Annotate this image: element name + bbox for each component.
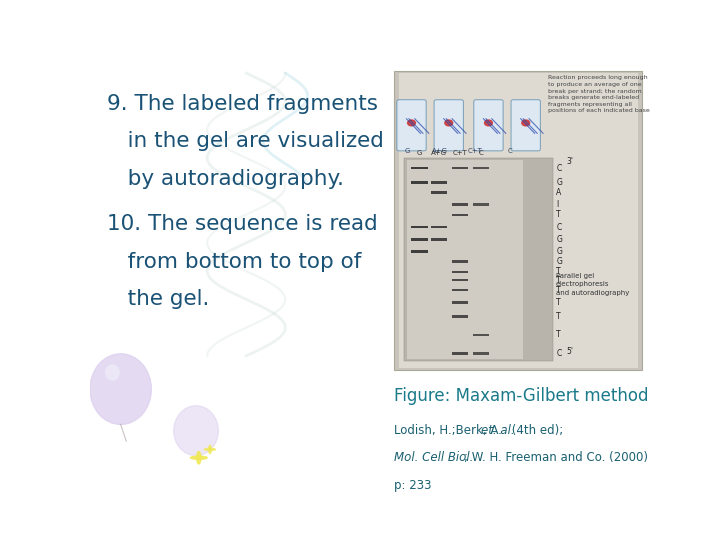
FancyBboxPatch shape	[511, 100, 541, 151]
FancyBboxPatch shape	[412, 181, 428, 184]
Text: 9. The labeled fragments: 9. The labeled fragments	[107, 94, 378, 114]
Ellipse shape	[90, 354, 151, 424]
Ellipse shape	[106, 365, 119, 380]
Text: C: C	[478, 150, 483, 156]
Text: Mol. Cell Biol.: Mol. Cell Biol.	[394, 451, 474, 464]
FancyBboxPatch shape	[412, 167, 428, 169]
Text: Lodish, H.;Berk, A.: Lodish, H.;Berk, A.	[394, 424, 505, 437]
Text: G: G	[405, 147, 410, 153]
Text: T: T	[557, 275, 561, 285]
Text: (4th ed);: (4th ed);	[508, 424, 564, 437]
Text: A+G: A+G	[432, 147, 448, 153]
Text: I: I	[557, 200, 559, 209]
FancyBboxPatch shape	[397, 100, 426, 151]
Text: C: C	[507, 147, 512, 153]
FancyBboxPatch shape	[451, 204, 468, 206]
Text: T: T	[557, 286, 561, 295]
Text: ; W. H. Freeman and Co. (2000): ; W. H. Freeman and Co. (2000)	[464, 451, 648, 464]
FancyBboxPatch shape	[412, 250, 428, 253]
Text: T: T	[557, 330, 561, 340]
Text: the gel.: the gel.	[107, 289, 209, 309]
Text: Parallel gel
electrophoresis
and autoradiography: Parallel gel electrophoresis and autorad…	[556, 273, 629, 295]
Text: p: 233: p: 233	[394, 478, 431, 491]
FancyBboxPatch shape	[431, 238, 447, 240]
Circle shape	[445, 120, 453, 126]
Text: A+G: A+G	[431, 150, 447, 156]
FancyBboxPatch shape	[431, 181, 447, 184]
Text: 5': 5'	[567, 347, 573, 355]
Text: T: T	[557, 312, 561, 321]
Text: T: T	[557, 298, 561, 307]
Text: G: G	[557, 247, 562, 256]
FancyBboxPatch shape	[451, 315, 468, 318]
Text: G: G	[557, 178, 562, 187]
FancyBboxPatch shape	[474, 100, 503, 151]
Text: C: C	[557, 222, 562, 232]
Ellipse shape	[204, 448, 215, 450]
FancyBboxPatch shape	[472, 334, 489, 336]
Circle shape	[522, 120, 530, 126]
Text: in the gel are visualized: in the gel are visualized	[107, 131, 384, 151]
FancyBboxPatch shape	[451, 289, 468, 292]
FancyBboxPatch shape	[451, 260, 468, 263]
Text: G: G	[417, 150, 423, 156]
FancyBboxPatch shape	[394, 71, 642, 370]
Circle shape	[408, 120, 415, 126]
FancyBboxPatch shape	[431, 191, 447, 194]
Text: 10. The sequence is read: 10. The sequence is read	[107, 214, 377, 234]
Text: A: A	[557, 188, 562, 197]
FancyBboxPatch shape	[451, 352, 468, 355]
Text: C: C	[557, 349, 562, 358]
FancyBboxPatch shape	[472, 352, 489, 355]
Text: et. al.: et. al.	[481, 424, 514, 437]
Text: G: G	[557, 235, 562, 244]
FancyBboxPatch shape	[434, 100, 464, 151]
FancyBboxPatch shape	[451, 301, 468, 303]
FancyBboxPatch shape	[412, 238, 428, 240]
FancyBboxPatch shape	[472, 204, 489, 206]
FancyBboxPatch shape	[431, 226, 447, 228]
FancyBboxPatch shape	[472, 167, 489, 169]
Text: by autoradiography.: by autoradiography.	[107, 168, 343, 189]
FancyBboxPatch shape	[451, 271, 468, 273]
Ellipse shape	[190, 456, 207, 460]
Ellipse shape	[209, 446, 212, 454]
Ellipse shape	[174, 406, 218, 456]
Text: C+T: C+T	[452, 150, 467, 156]
Text: from bottom to top of: from bottom to top of	[107, 252, 361, 272]
Text: 3': 3'	[567, 158, 573, 166]
Text: C+T: C+T	[467, 147, 482, 153]
FancyBboxPatch shape	[412, 226, 428, 228]
Text: T: T	[557, 211, 561, 219]
Text: G: G	[557, 257, 562, 266]
Circle shape	[485, 120, 492, 126]
FancyBboxPatch shape	[451, 214, 468, 216]
Ellipse shape	[197, 451, 201, 464]
FancyBboxPatch shape	[407, 160, 523, 359]
Text: T: T	[557, 267, 561, 276]
Text: Figure: Maxam-Gilbert method: Figure: Maxam-Gilbert method	[394, 387, 649, 405]
FancyBboxPatch shape	[451, 167, 468, 169]
Text: Reaction proceeds long enough
to produce an average of one
break per strand; the: Reaction proceeds long enough to produce…	[548, 76, 650, 113]
FancyBboxPatch shape	[451, 279, 468, 281]
FancyBboxPatch shape	[404, 158, 553, 361]
FancyBboxPatch shape	[399, 73, 638, 368]
Text: C: C	[557, 164, 562, 173]
